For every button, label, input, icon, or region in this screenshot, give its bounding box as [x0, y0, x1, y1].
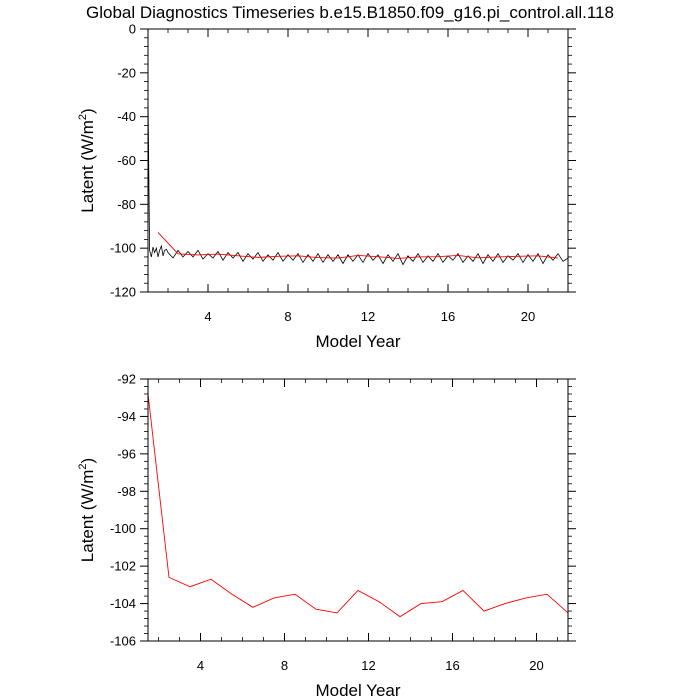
y-tick-label: -100 [110, 241, 136, 256]
x-tick-label: 4 [197, 658, 204, 673]
y-axis-label: Latent (W/m2) [77, 108, 97, 212]
x-tick-label: 8 [284, 309, 291, 324]
x-tick-label: 16 [441, 309, 455, 324]
x-tick-label: 12 [361, 309, 375, 324]
y-axis-label: Latent (W/m2) [77, 458, 97, 562]
plot-frame [147, 378, 569, 642]
chart-title: Global Diagnostics Timeseries b.e15.B185… [86, 3, 614, 22]
y-tick-label: 0 [129, 22, 136, 37]
y-tick-label: -40 [117, 109, 136, 124]
series-line-annual [157, 232, 559, 259]
y-tick-label: -104 [110, 596, 136, 611]
x-tick-label: 12 [361, 658, 375, 673]
y-tick-label: -60 [117, 153, 136, 168]
x-tick-label: 16 [445, 658, 459, 673]
y-tick-label: -92 [117, 372, 136, 387]
y-tick-label: -120 [110, 285, 136, 300]
y-tick-label: -94 [117, 409, 136, 424]
top-panel: 4 8 12 16 20 0 -20 -40 -60 -80 -100 -120 Model Year L… [77, 22, 576, 351]
y-tick-label: -102 [110, 559, 136, 574]
y-tick-label: -20 [117, 65, 136, 80]
x-tick-label: 8 [281, 658, 288, 673]
series-line-monthly [148, 94, 568, 266]
plot-frame [147, 28, 569, 293]
x-axis-label: Model Year [315, 681, 400, 700]
y-tick-label: -80 [117, 197, 136, 212]
x-tick-label: 20 [529, 658, 543, 673]
x-axis-label: Model Year [315, 332, 400, 351]
series-line-annual [148, 393, 568, 618]
y-tick-label: -106 [110, 634, 136, 649]
bottom-panel: 4 8 12 16 20 -92 -94 -96 -98 -100 -102 -104 -106 Mode… [77, 372, 576, 700]
x-tick-label: 4 [204, 309, 211, 324]
y-tick-label: -100 [110, 521, 136, 536]
x-tick-label: 20 [521, 309, 535, 324]
y-tick-label: -96 [117, 446, 136, 461]
y-tick-label: -98 [117, 484, 136, 499]
